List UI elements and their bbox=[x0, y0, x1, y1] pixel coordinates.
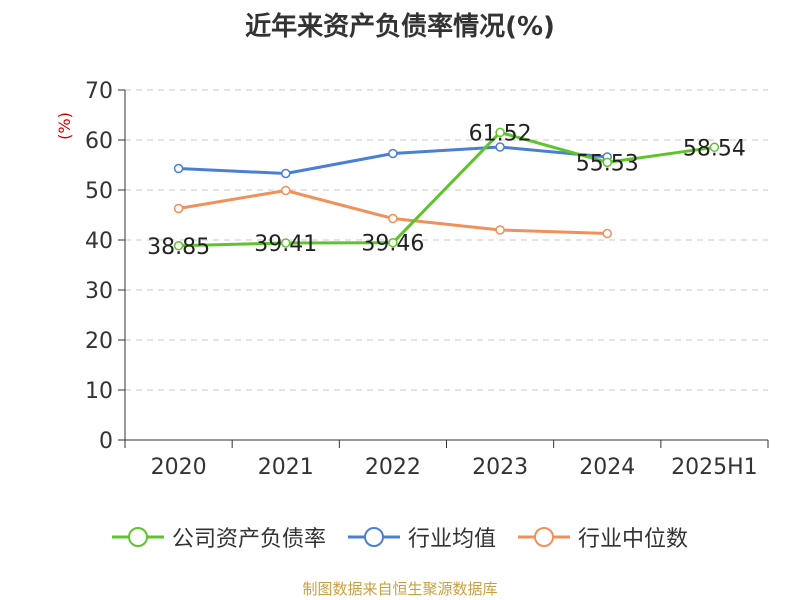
y-tick-label: 0 bbox=[99, 429, 113, 454]
y-tick-label: 40 bbox=[85, 229, 113, 254]
data-point bbox=[602, 228, 612, 239]
chart-title: 近年来资产负债率情况(%) bbox=[245, 12, 555, 42]
x-tick-label: 2021 bbox=[258, 455, 314, 480]
legend-label: 行业均值 bbox=[407, 527, 496, 552]
data-label: 61.52 bbox=[469, 121, 532, 146]
data-label: 38.85 bbox=[147, 235, 210, 260]
data-point bbox=[281, 238, 291, 248]
series-line bbox=[178, 130, 715, 248]
data-point bbox=[173, 163, 184, 174]
legend-swatch bbox=[518, 527, 570, 547]
data-point bbox=[173, 203, 184, 214]
data-labels: 38.85 39.41 39.46 61.52 55.53 58.54 bbox=[147, 121, 746, 259]
data-point bbox=[709, 142, 720, 153]
source-note: 制图数据来自恒生聚源数据库 bbox=[302, 580, 498, 598]
y-tick-label: 10 bbox=[85, 379, 113, 404]
data-point bbox=[495, 225, 505, 235]
data-point bbox=[495, 142, 505, 152]
legend-swatch-marker bbox=[363, 527, 384, 547]
y-axis-label: (%) bbox=[55, 112, 74, 140]
x-tick-label: 2020 bbox=[151, 455, 207, 480]
y-tick-label: 60 bbox=[85, 129, 113, 154]
legend-item[interactable]: 公司资产负债率 bbox=[111, 521, 326, 553]
data-point bbox=[495, 127, 505, 138]
x-tick-label: 2024 bbox=[579, 455, 635, 480]
legend-item[interactable]: 行业均值 bbox=[347, 521, 496, 553]
legend-swatch-marker bbox=[127, 527, 148, 547]
x-tick-label: 2023 bbox=[472, 455, 528, 480]
x-tick-label: 2022 bbox=[365, 455, 421, 480]
legend-swatch bbox=[111, 527, 164, 547]
y-tick-label: 30 bbox=[85, 279, 113, 304]
data-point bbox=[173, 241, 184, 251]
data-label: 58.54 bbox=[683, 136, 746, 161]
data-label: 55.53 bbox=[576, 151, 639, 176]
data-point bbox=[602, 157, 612, 168]
y-tick-label: 50 bbox=[85, 179, 113, 204]
data-point bbox=[281, 168, 291, 179]
legend-item[interactable]: 行业中位数 bbox=[518, 521, 688, 553]
data-point bbox=[388, 213, 398, 224]
series-line bbox=[178, 189, 608, 235]
data-point bbox=[388, 148, 398, 159]
legend-swatch bbox=[347, 527, 400, 547]
data-point bbox=[281, 185, 291, 196]
y-tick-label: 20 bbox=[85, 329, 113, 354]
legend-label: 行业中位数 bbox=[578, 527, 689, 552]
axes: 0 10 20 30 40 50 60 70 2020 2021 2022 2023 2024 2025H… bbox=[85, 79, 769, 480]
series-lines bbox=[173, 127, 720, 251]
y-tick-label: 70 bbox=[85, 79, 113, 104]
grid-lines bbox=[125, 89, 768, 391]
legend: 公司资产负债率 行业均值 行业中位数 bbox=[0, 520, 800, 554]
legend-swatch-marker bbox=[534, 527, 554, 547]
data-point bbox=[388, 237, 398, 248]
data-label: 39.41 bbox=[254, 232, 317, 257]
x-tick-label: 2025H1 bbox=[671, 455, 758, 480]
legend-label: 公司资产负债率 bbox=[171, 527, 326, 552]
data-label: 39.46 bbox=[361, 232, 424, 257]
